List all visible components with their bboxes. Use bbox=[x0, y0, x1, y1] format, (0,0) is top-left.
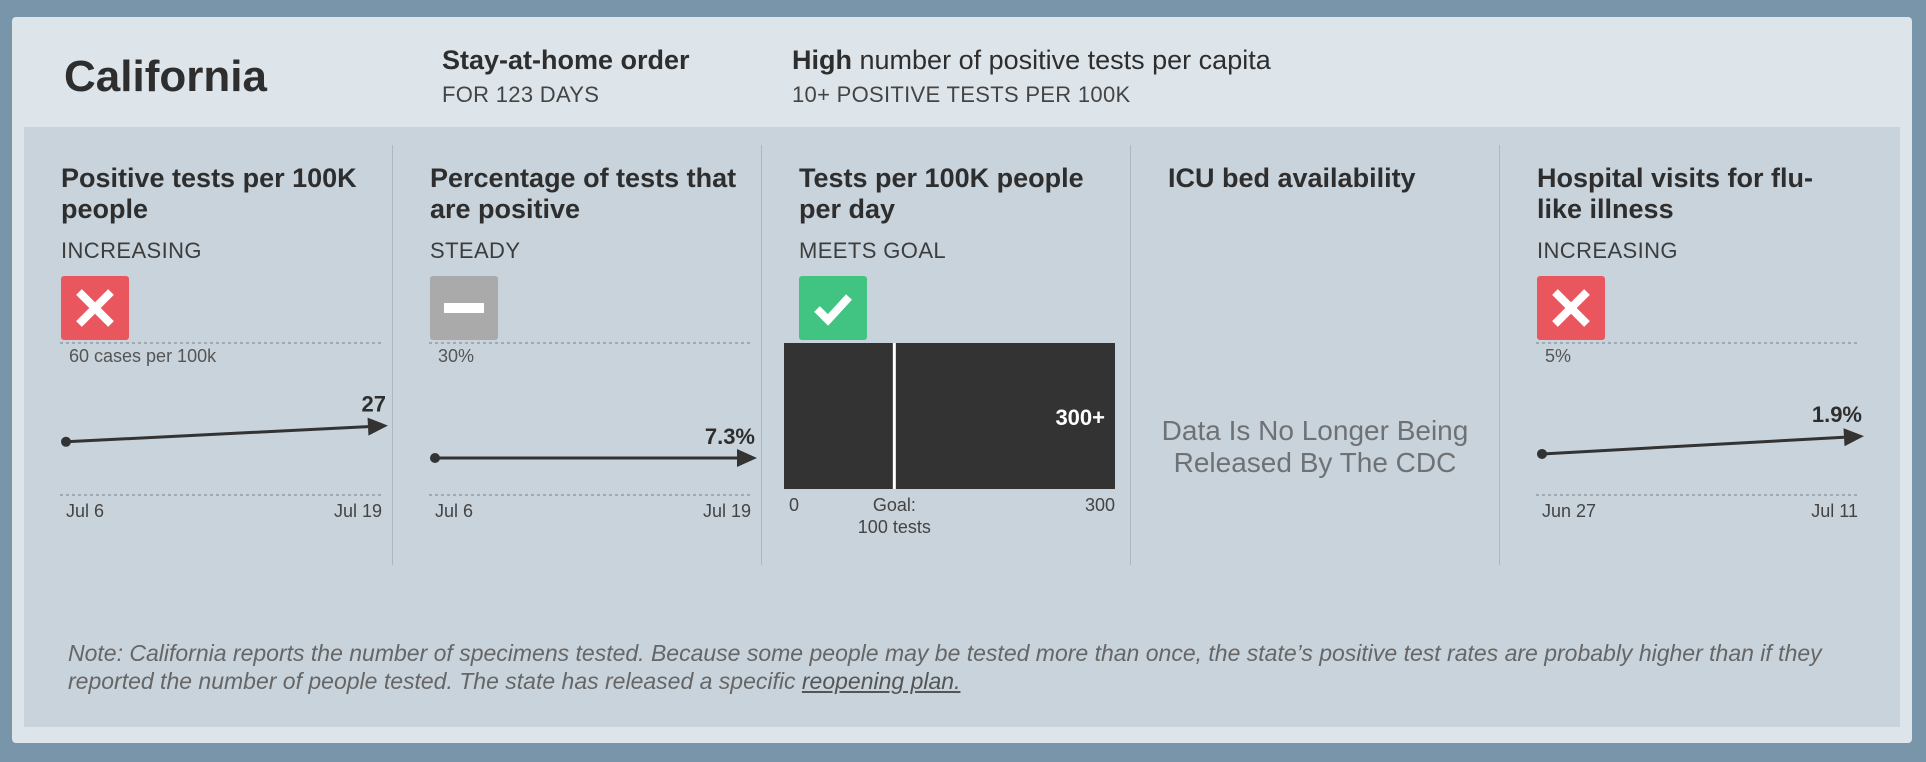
metric-percent-positive: Percentage of tests that are positive ST… bbox=[393, 145, 762, 565]
metric-title: Percentage of tests that are positive bbox=[430, 163, 737, 224]
metrics-panel: Positive tests per 100K people INCREASIN… bbox=[24, 127, 1900, 727]
metric-title: Tests per 100K people per day bbox=[799, 163, 1084, 224]
metric-status: INCREASING bbox=[61, 238, 202, 263]
order-summary: Stay-at-home order FOR 123 DAYS bbox=[442, 45, 690, 108]
footnote: Note: California reports the number of s… bbox=[68, 639, 1868, 695]
x-tick-start: Jun 27 bbox=[1542, 501, 1596, 521]
metric-title: Positive tests per 100K people bbox=[61, 163, 357, 224]
metric-tests-per-100k: Tests per 100K people per day MEETS GOAL… bbox=[762, 145, 1131, 565]
reopening-plan-link[interactable]: reopening plan. bbox=[801, 668, 961, 694]
no-data-message: Data Is No Longer Being Released By The … bbox=[1161, 415, 1469, 478]
state-header: California Stay-at-home order FOR 123 DA… bbox=[12, 17, 1912, 127]
risk-level: High bbox=[792, 45, 852, 75]
state-name: California bbox=[64, 52, 267, 101]
chart-max-label: 60 cases per 100k bbox=[69, 346, 217, 366]
x-tick-end: Jul 19 bbox=[703, 501, 751, 521]
state-card: California Stay-at-home order FOR 123 DA… bbox=[12, 17, 1912, 743]
minus-icon bbox=[430, 276, 498, 340]
metric-title: ICU bed availability bbox=[1168, 163, 1416, 193]
x-tick-max: 300 bbox=[1085, 495, 1115, 515]
series-line bbox=[65, 425, 369, 444]
x-icon bbox=[61, 276, 129, 340]
x-icon bbox=[1537, 276, 1605, 340]
x-tick-min: 0 bbox=[789, 495, 799, 515]
series-start-point bbox=[61, 436, 71, 447]
bar-chart-tests: 300+ 0 300 Goal: 100 tests bbox=[784, 343, 1115, 537]
bar-value-label: 300+ bbox=[1055, 405, 1105, 430]
check-icon bbox=[799, 276, 867, 340]
line-chart-percent-positive: 30% 7.3% Jul 6 Jul 19 bbox=[429, 342, 757, 521]
series-end-label: 1.9% bbox=[1812, 402, 1862, 427]
risk-summary: High number of positive tests per capita… bbox=[792, 45, 1271, 108]
metric-positive-tests: Positive tests per 100K people INCREASIN… bbox=[24, 145, 393, 565]
line-chart-positive-tests: 60 cases per 100k 27 Jul 6 Jul 19 bbox=[60, 342, 388, 521]
x-tick-end: Jul 19 bbox=[334, 501, 382, 521]
metric-icu-beds: ICU bed availability Data Is No Longer B… bbox=[1131, 145, 1500, 565]
x-tick-end: Jul 11 bbox=[1811, 501, 1858, 521]
order-title: Stay-at-home order bbox=[442, 45, 690, 75]
x-tick-start: Jul 6 bbox=[66, 501, 104, 521]
metric-status: MEETS GOAL bbox=[799, 238, 947, 263]
series-end-label: 7.3% bbox=[705, 424, 755, 449]
metric-status: STEADY bbox=[430, 238, 521, 263]
series-end-arrow bbox=[1843, 428, 1864, 447]
goal-label-line1: Goal: bbox=[873, 495, 916, 515]
series-line bbox=[1541, 435, 1845, 456]
risk-text: High number of positive tests per capita bbox=[792, 45, 1271, 75]
series-start-point bbox=[430, 453, 440, 464]
x-tick-start: Jul 6 bbox=[435, 501, 473, 521]
metric-flu-like-illness: Hospital visits for flu-like illness INC… bbox=[1500, 145, 1868, 565]
series-end-arrow bbox=[367, 417, 388, 436]
metric-status: INCREASING bbox=[1537, 238, 1678, 263]
risk-subtext: 10+ POSITIVE TESTS PER 100K bbox=[792, 82, 1131, 107]
note-text: Note: California reports the number of s… bbox=[68, 640, 1822, 694]
order-duration: FOR 123 DAYS bbox=[442, 82, 600, 107]
tests-bar bbox=[784, 343, 1115, 489]
chart-max-label: 30% bbox=[438, 346, 474, 366]
metric-title: Hospital visits for flu-like illness bbox=[1537, 163, 1814, 224]
series-end-label: 27 bbox=[362, 392, 386, 417]
series-end-arrow bbox=[737, 449, 757, 468]
chart-max-label: 5% bbox=[1545, 346, 1571, 366]
series-start-point bbox=[1537, 448, 1547, 459]
line-chart-flu-like-illness: 5% 1.9% Jun 27 Jul 11 bbox=[1536, 342, 1864, 521]
goal-label-line2: 100 tests bbox=[858, 517, 931, 537]
